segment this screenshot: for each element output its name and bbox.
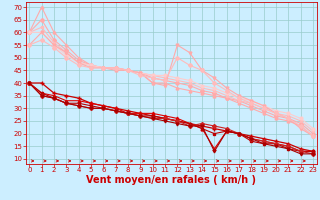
- X-axis label: Vent moyen/en rafales ( km/h ): Vent moyen/en rafales ( km/h ): [86, 175, 256, 185]
